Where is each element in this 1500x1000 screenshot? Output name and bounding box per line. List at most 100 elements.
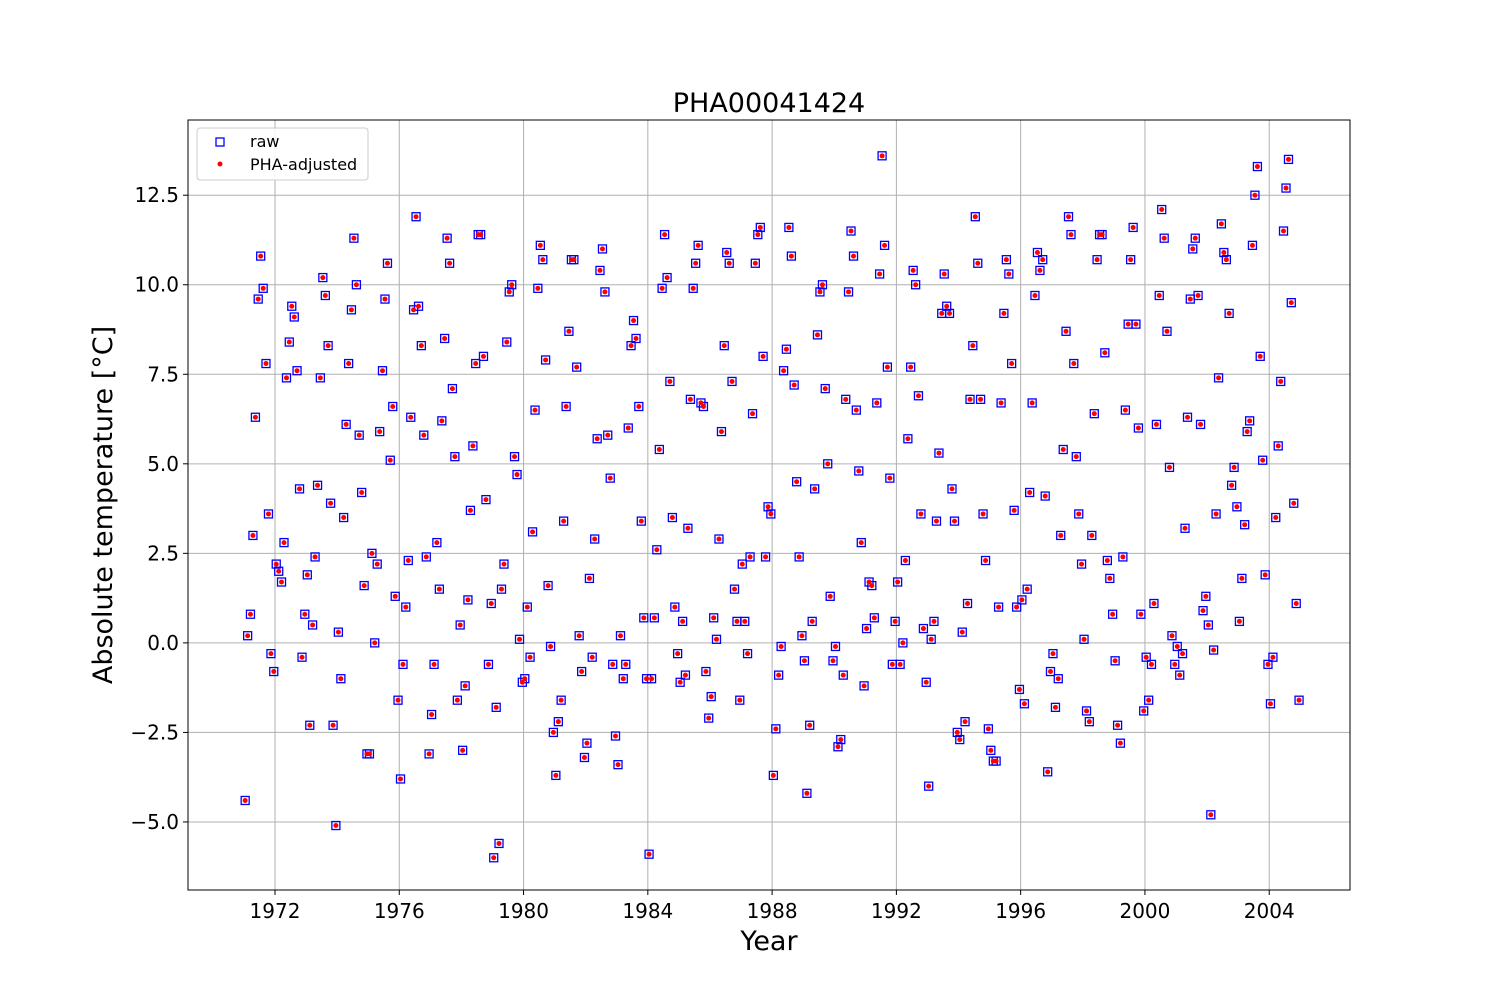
adjusted-point — [874, 400, 880, 406]
adjusted-point — [869, 583, 875, 589]
y-tick-label: 12.5 — [134, 183, 179, 207]
raw-point — [372, 559, 382, 569]
adjusted-point — [1223, 257, 1229, 263]
adjusted-point — [390, 404, 396, 410]
raw-point — [1206, 810, 1216, 820]
raw-point — [1136, 609, 1146, 619]
raw-point — [758, 351, 768, 362]
adjusted-point — [1185, 414, 1191, 420]
raw-point — [735, 695, 745, 705]
raw-point — [833, 742, 843, 752]
adjusted-point — [579, 669, 585, 675]
raw-point — [846, 226, 856, 236]
raw-point — [680, 670, 691, 680]
raw-point — [1250, 190, 1260, 200]
raw-point — [608, 659, 618, 670]
adjusted-point — [263, 361, 269, 367]
adjusted-point — [328, 500, 334, 506]
raw-point — [970, 212, 980, 222]
raw-point — [1232, 502, 1242, 512]
adjusted-point — [814, 332, 820, 338]
adjusted-point — [783, 346, 789, 352]
raw-point — [1048, 648, 1058, 659]
raw-point — [1242, 426, 1252, 437]
raw-point — [924, 781, 934, 791]
raw-point — [512, 469, 522, 480]
adjusted-point — [1174, 643, 1180, 649]
adjusted-point — [638, 518, 644, 524]
adjusted-point — [473, 361, 479, 367]
adjusted-point — [871, 615, 877, 621]
y-tick-label: 10.0 — [134, 273, 179, 297]
raw-point — [525, 652, 535, 662]
raw-point — [434, 584, 445, 594]
adjusted-point — [776, 672, 782, 678]
raw-point — [357, 487, 367, 498]
adjusted-point — [656, 446, 662, 452]
raw-point — [491, 702, 501, 712]
raw-point — [574, 631, 584, 641]
raw-point — [978, 509, 988, 519]
raw-point — [1224, 308, 1234, 319]
raw-point — [1268, 652, 1278, 662]
legend-raw-marker — [215, 137, 225, 147]
adjusted-point — [954, 729, 960, 735]
adjusted-point — [584, 740, 590, 746]
raw-point — [538, 255, 548, 265]
adjusted-point — [920, 626, 926, 632]
raw-point — [530, 405, 540, 415]
raw-point — [1221, 255, 1231, 265]
raw-point — [558, 516, 569, 526]
raw-point — [706, 691, 716, 702]
adjusted-point — [659, 285, 665, 291]
adjusted-point — [830, 658, 836, 664]
raw-point — [947, 484, 957, 494]
adjusted-point — [654, 547, 660, 553]
adjusted-point — [1120, 554, 1126, 560]
raw-point — [481, 494, 491, 505]
adjusted-point — [454, 697, 460, 703]
adjusted-point — [271, 669, 277, 675]
raw-point — [447, 383, 458, 394]
adjusted-point — [1102, 350, 1108, 356]
raw-point — [261, 358, 271, 369]
adjusted-point — [496, 840, 502, 846]
raw-point — [590, 534, 600, 544]
adjusted-point — [877, 271, 883, 277]
raw-point — [965, 394, 975, 404]
adjusted-point — [889, 661, 895, 667]
adjusted-point — [778, 643, 784, 649]
x-tick-label: 1996 — [995, 899, 1046, 923]
raw-point — [792, 477, 802, 487]
raw-point — [709, 613, 719, 623]
adjusted-point — [809, 618, 815, 624]
adjusted-point — [1107, 575, 1113, 581]
raw-point — [1273, 441, 1283, 451]
raw-point — [955, 734, 965, 745]
raw-point — [939, 269, 949, 279]
raw-point — [825, 591, 835, 601]
adjusted-point — [1045, 769, 1051, 775]
adjusted-point — [566, 328, 572, 334]
raw-point — [980, 555, 991, 566]
adjusted-point — [732, 586, 738, 592]
adjusted-point — [625, 425, 631, 431]
adjusted-point — [799, 633, 805, 639]
raw-point — [942, 301, 952, 311]
adjusted-point — [522, 676, 528, 682]
raw-point — [323, 340, 333, 351]
adjusted-point — [864, 626, 870, 632]
legend-adjusted-marker — [217, 161, 223, 167]
adjusted-point — [527, 654, 533, 660]
adjusted-point — [1128, 257, 1134, 263]
adjusted-point — [594, 436, 600, 442]
adjusted-point — [926, 783, 932, 789]
raw-point — [266, 648, 276, 659]
adjusted-point — [662, 232, 668, 238]
adjusted-point — [967, 396, 973, 402]
raw-point — [416, 340, 426, 351]
adjusted-point — [685, 525, 691, 531]
raw-point — [1151, 419, 1162, 430]
adjusted-point — [1076, 511, 1082, 517]
adjusted-point — [310, 622, 316, 628]
